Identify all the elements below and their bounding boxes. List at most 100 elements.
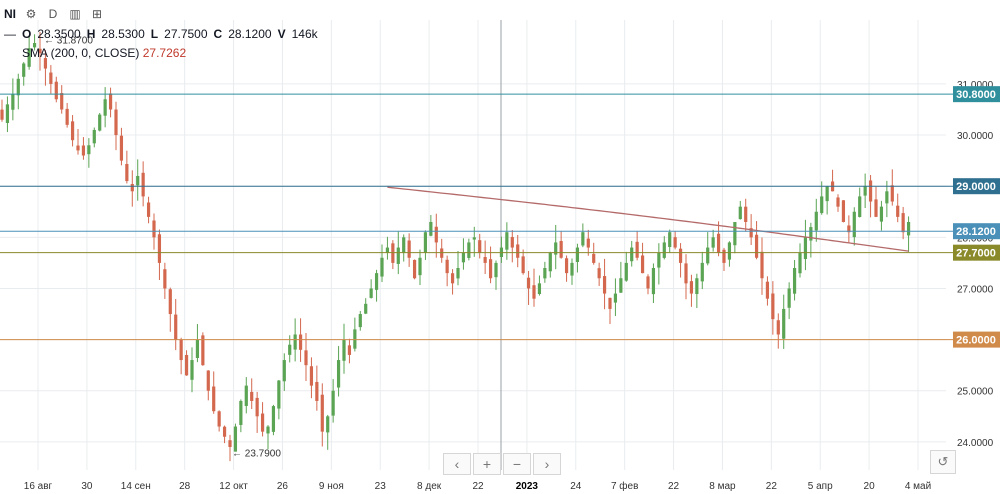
level-price-label: 27.7000 (956, 248, 996, 260)
candle-body (858, 196, 862, 217)
candle-body (298, 334, 303, 350)
candle-body (255, 397, 259, 417)
x-tick-label: 2023 (516, 481, 539, 492)
candle-body (548, 252, 552, 272)
candle-body (201, 335, 205, 366)
open-value: 28.3500 (37, 27, 81, 41)
candle-body (244, 385, 248, 406)
candle-body (342, 339, 346, 361)
chevron-left-icon[interactable]: ‹ (443, 453, 471, 475)
level-price-box (953, 331, 1000, 348)
min-price-annotation: ← 23.7900 (232, 449, 281, 460)
reset-icon[interactable]: ↺ (930, 450, 956, 474)
candle-body (402, 237, 406, 253)
candle-body (396, 247, 400, 264)
chart-toolbar: NI ⚙ D ▥ ⊞ (4, 5, 104, 23)
candle-body (559, 240, 563, 258)
candle-body (906, 221, 911, 236)
candle-body (586, 238, 590, 248)
interval-label[interactable]: D (48, 7, 58, 21)
x-tick-label: 26 (277, 481, 289, 492)
candle-body (434, 226, 438, 243)
candle-body (619, 278, 623, 293)
candle-body (54, 81, 58, 100)
candle-body (613, 293, 618, 303)
candle-body (543, 268, 547, 279)
candle-body (364, 303, 368, 314)
candle-body (798, 252, 802, 274)
close-value: 28.1200 (228, 27, 272, 41)
x-tick-label: 22 (472, 481, 484, 492)
candle-body (787, 288, 791, 308)
add-panel-icon[interactable]: ⊞ (91, 7, 103, 21)
candle-body (277, 380, 281, 409)
level-price-box (953, 223, 1000, 240)
candle-body (423, 232, 428, 253)
candle-body (385, 247, 390, 253)
candle-body (749, 228, 753, 238)
x-tick-label: 8 дек (417, 481, 442, 492)
collapse-icon[interactable]: — (4, 27, 16, 41)
candle-body (174, 314, 178, 340)
candle-body (602, 276, 607, 294)
candle-body (727, 242, 732, 260)
chevron-right-icon[interactable]: › (533, 453, 561, 475)
candle-body (526, 277, 531, 289)
candle-body (136, 175, 140, 186)
candle-body (119, 135, 124, 161)
candle-body (564, 258, 569, 274)
x-tick-label: 22 (766, 481, 778, 492)
candle-body (130, 184, 134, 192)
candle-body (152, 220, 156, 238)
candle-body (516, 244, 520, 258)
candle-body (630, 247, 634, 262)
level-price-label: 26.0000 (956, 335, 996, 347)
candle-body (222, 426, 227, 437)
candle-body (575, 247, 580, 263)
level-price-box (953, 178, 1000, 195)
candle-body (901, 213, 905, 233)
candle-body (11, 94, 15, 110)
level-price-label: 29.0000 (956, 181, 996, 193)
plus-icon[interactable]: + (473, 453, 501, 475)
candle-body (456, 268, 460, 279)
x-tick-label: 23 (375, 481, 387, 492)
candle-body (407, 240, 411, 258)
x-tick-label: 22 (668, 481, 680, 492)
candle-body (494, 262, 498, 278)
candle-body (689, 281, 694, 294)
candle-body (32, 43, 37, 48)
gear-icon[interactable]: ⚙ (25, 7, 37, 21)
candle-body (212, 386, 216, 412)
symbol-label[interactable]: NI (4, 7, 16, 21)
candle-body (380, 257, 384, 277)
candle-body (184, 354, 189, 376)
candle-body (597, 268, 601, 279)
y-tick-label: 30.0000 (957, 131, 994, 142)
candle-body (293, 334, 297, 350)
y-tick-label: 25.0000 (957, 387, 994, 398)
candle-body (92, 129, 96, 144)
level-price-label: 28.1200 (956, 226, 996, 238)
candle-body (570, 262, 574, 276)
candle-body (765, 281, 770, 299)
candle-body (863, 186, 867, 196)
candle-body (146, 202, 151, 217)
candle-body (179, 339, 183, 361)
candle-body (852, 211, 856, 238)
candle-body (472, 237, 476, 240)
candle-body (896, 205, 900, 217)
sma-legend[interactable]: SMA (200, 0, CLOSE) 27.7262 (22, 46, 186, 60)
candle-body (418, 257, 422, 276)
bar-chart-icon[interactable]: ▥ (69, 7, 81, 21)
candle-body (874, 199, 878, 217)
x-tick-label: 4 май (905, 481, 931, 492)
candle-body (125, 163, 129, 182)
minus-icon[interactable]: − (503, 453, 531, 475)
y-tick-label: 27.0000 (957, 284, 994, 295)
volume-label: V (277, 27, 286, 41)
candle-body (662, 242, 666, 258)
level-price-box (953, 86, 1000, 103)
